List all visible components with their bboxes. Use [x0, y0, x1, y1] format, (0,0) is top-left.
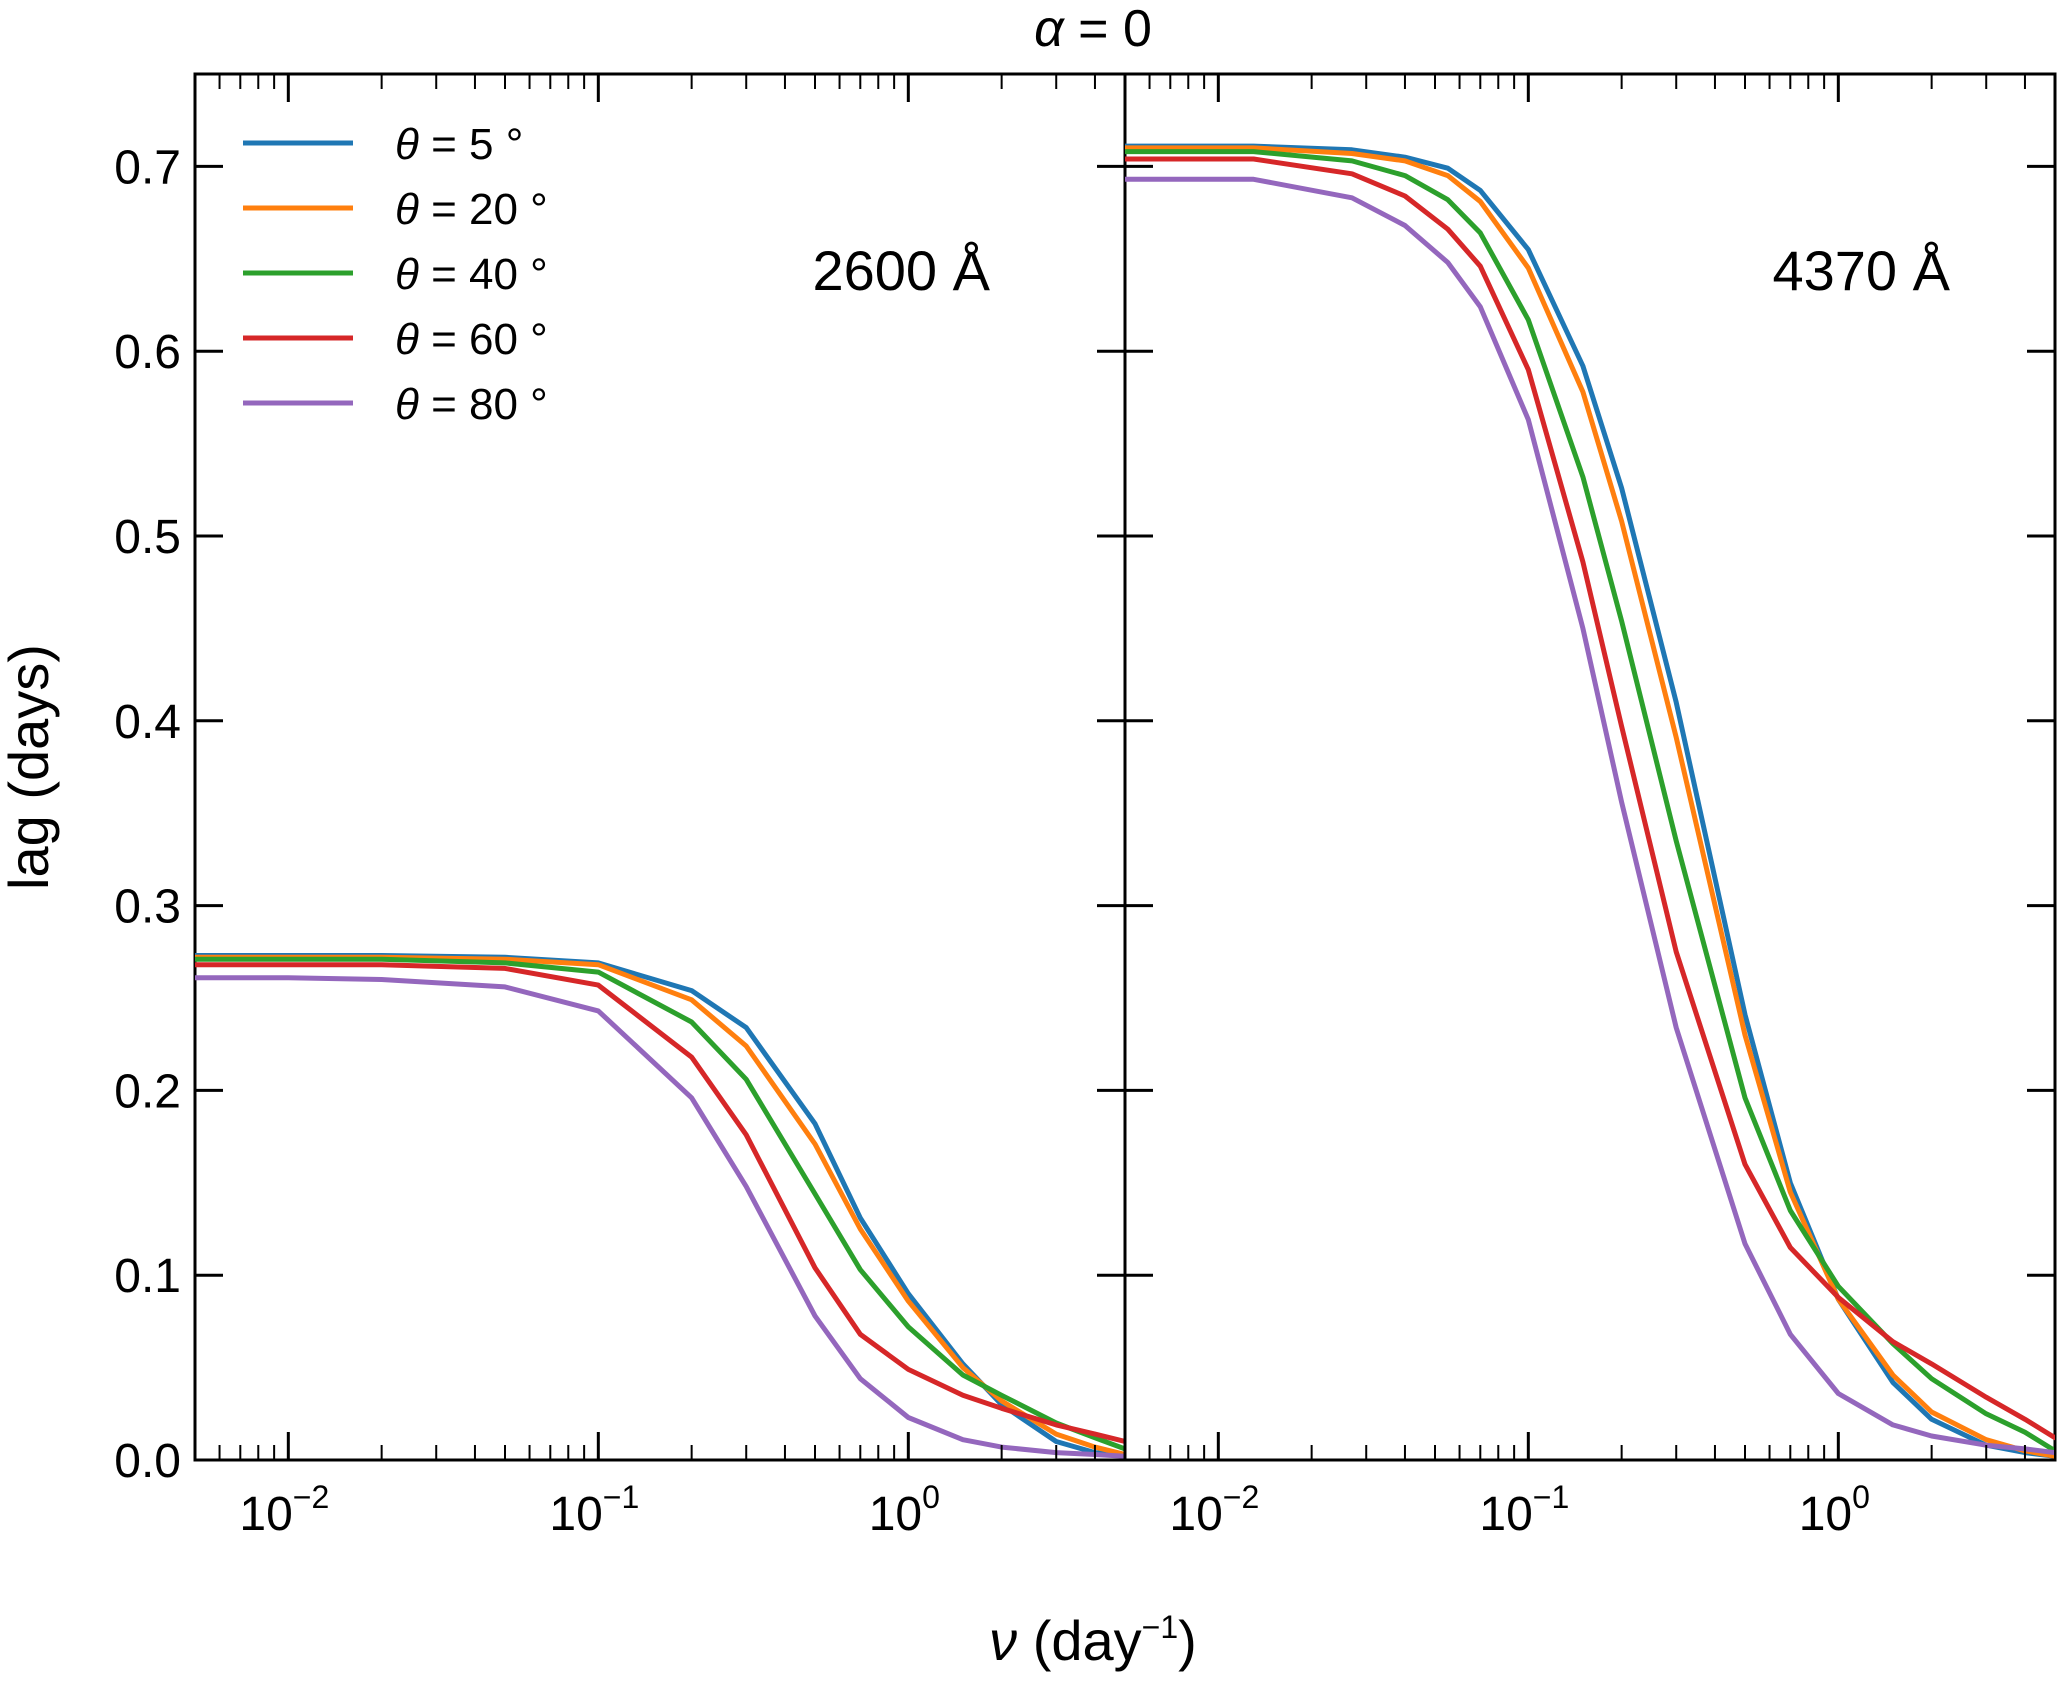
series-line-theta-60	[195, 962, 1125, 1444]
legend-label: θ = 60 °	[395, 315, 548, 364]
title-symbol: α	[1034, 0, 1065, 58]
x-tick-label: 10−1	[549, 1479, 639, 1541]
figure-title: α = 0	[1034, 0, 1152, 58]
y-tick-label: 0.7	[114, 141, 181, 194]
panel-annotation: 2600 Å	[813, 239, 991, 302]
panel-4370: 10−2 10−1 100 4370 Å	[1123, 72, 2057, 1541]
y-tick-label: 0.1	[114, 1250, 181, 1303]
series-line-theta-5	[1125, 143, 2055, 1459]
x-label-unit: (day	[1017, 1609, 1142, 1672]
y-tick-label: 0.2	[114, 1065, 181, 1118]
x-tick-label: 10−2	[239, 1479, 329, 1541]
y-tick-label: 0.4	[114, 696, 181, 749]
x-tick-label: 100	[869, 1479, 940, 1541]
legend: θ = 5 ° θ = 20 ° θ = 40 ° θ = 60 ° θ = 80 °	[243, 120, 548, 429]
panel-series	[195, 953, 1125, 1459]
legend-label: θ = 40 °	[395, 250, 548, 299]
panel-annotation: 4370 Å	[1773, 239, 1951, 302]
y-tick-label: 0.5	[114, 511, 181, 564]
panel-series	[1125, 143, 2055, 1459]
x-label-close: )	[1178, 1609, 1197, 1672]
x-label-exponent: −1	[1142, 1609, 1178, 1645]
x-tick-label: 100	[1799, 1479, 1870, 1541]
series-line-theta-40	[195, 956, 1125, 1452]
legend-label: θ = 80 °	[395, 380, 548, 429]
series-line-theta-80	[195, 975, 1125, 1459]
y-axis-label: lag (days)	[0, 644, 60, 890]
title-rest: = 0	[1064, 0, 1152, 58]
legend-label: θ = 5 °	[395, 120, 523, 169]
panel-ticks: 10−2 10−1 100	[1124, 74, 2056, 1541]
legend-label: θ = 20 °	[395, 185, 548, 234]
panel-ticks: 0.0 0.1 0.2 0.3 0.4 0.5 0.6 0.7 10−2 10−1 100	[114, 74, 1126, 1541]
y-tick-label: 0.6	[114, 326, 181, 379]
x-tick-label: 10−2	[1169, 1479, 1259, 1541]
x-tick-label: 10−1	[1479, 1479, 1569, 1541]
series-line-theta-40	[1125, 149, 2055, 1454]
x-axis-label: ν (day−1)	[989, 1609, 1197, 1672]
series-line-theta-80	[1125, 176, 2055, 1456]
series-line-theta-60	[1125, 156, 2055, 1441]
y-tick-label: 0.3	[114, 881, 181, 934]
panel-frame	[1123, 72, 2057, 1462]
series-line-theta-20	[1125, 145, 2055, 1459]
x-label-symbol: ν	[989, 1609, 1017, 1672]
panel-2600: 0.0 0.1 0.2 0.3 0.4 0.5 0.6 0.7 10−2 10−1 100 2600…	[114, 72, 1127, 1541]
y-tick-label: 0.0	[114, 1435, 181, 1488]
